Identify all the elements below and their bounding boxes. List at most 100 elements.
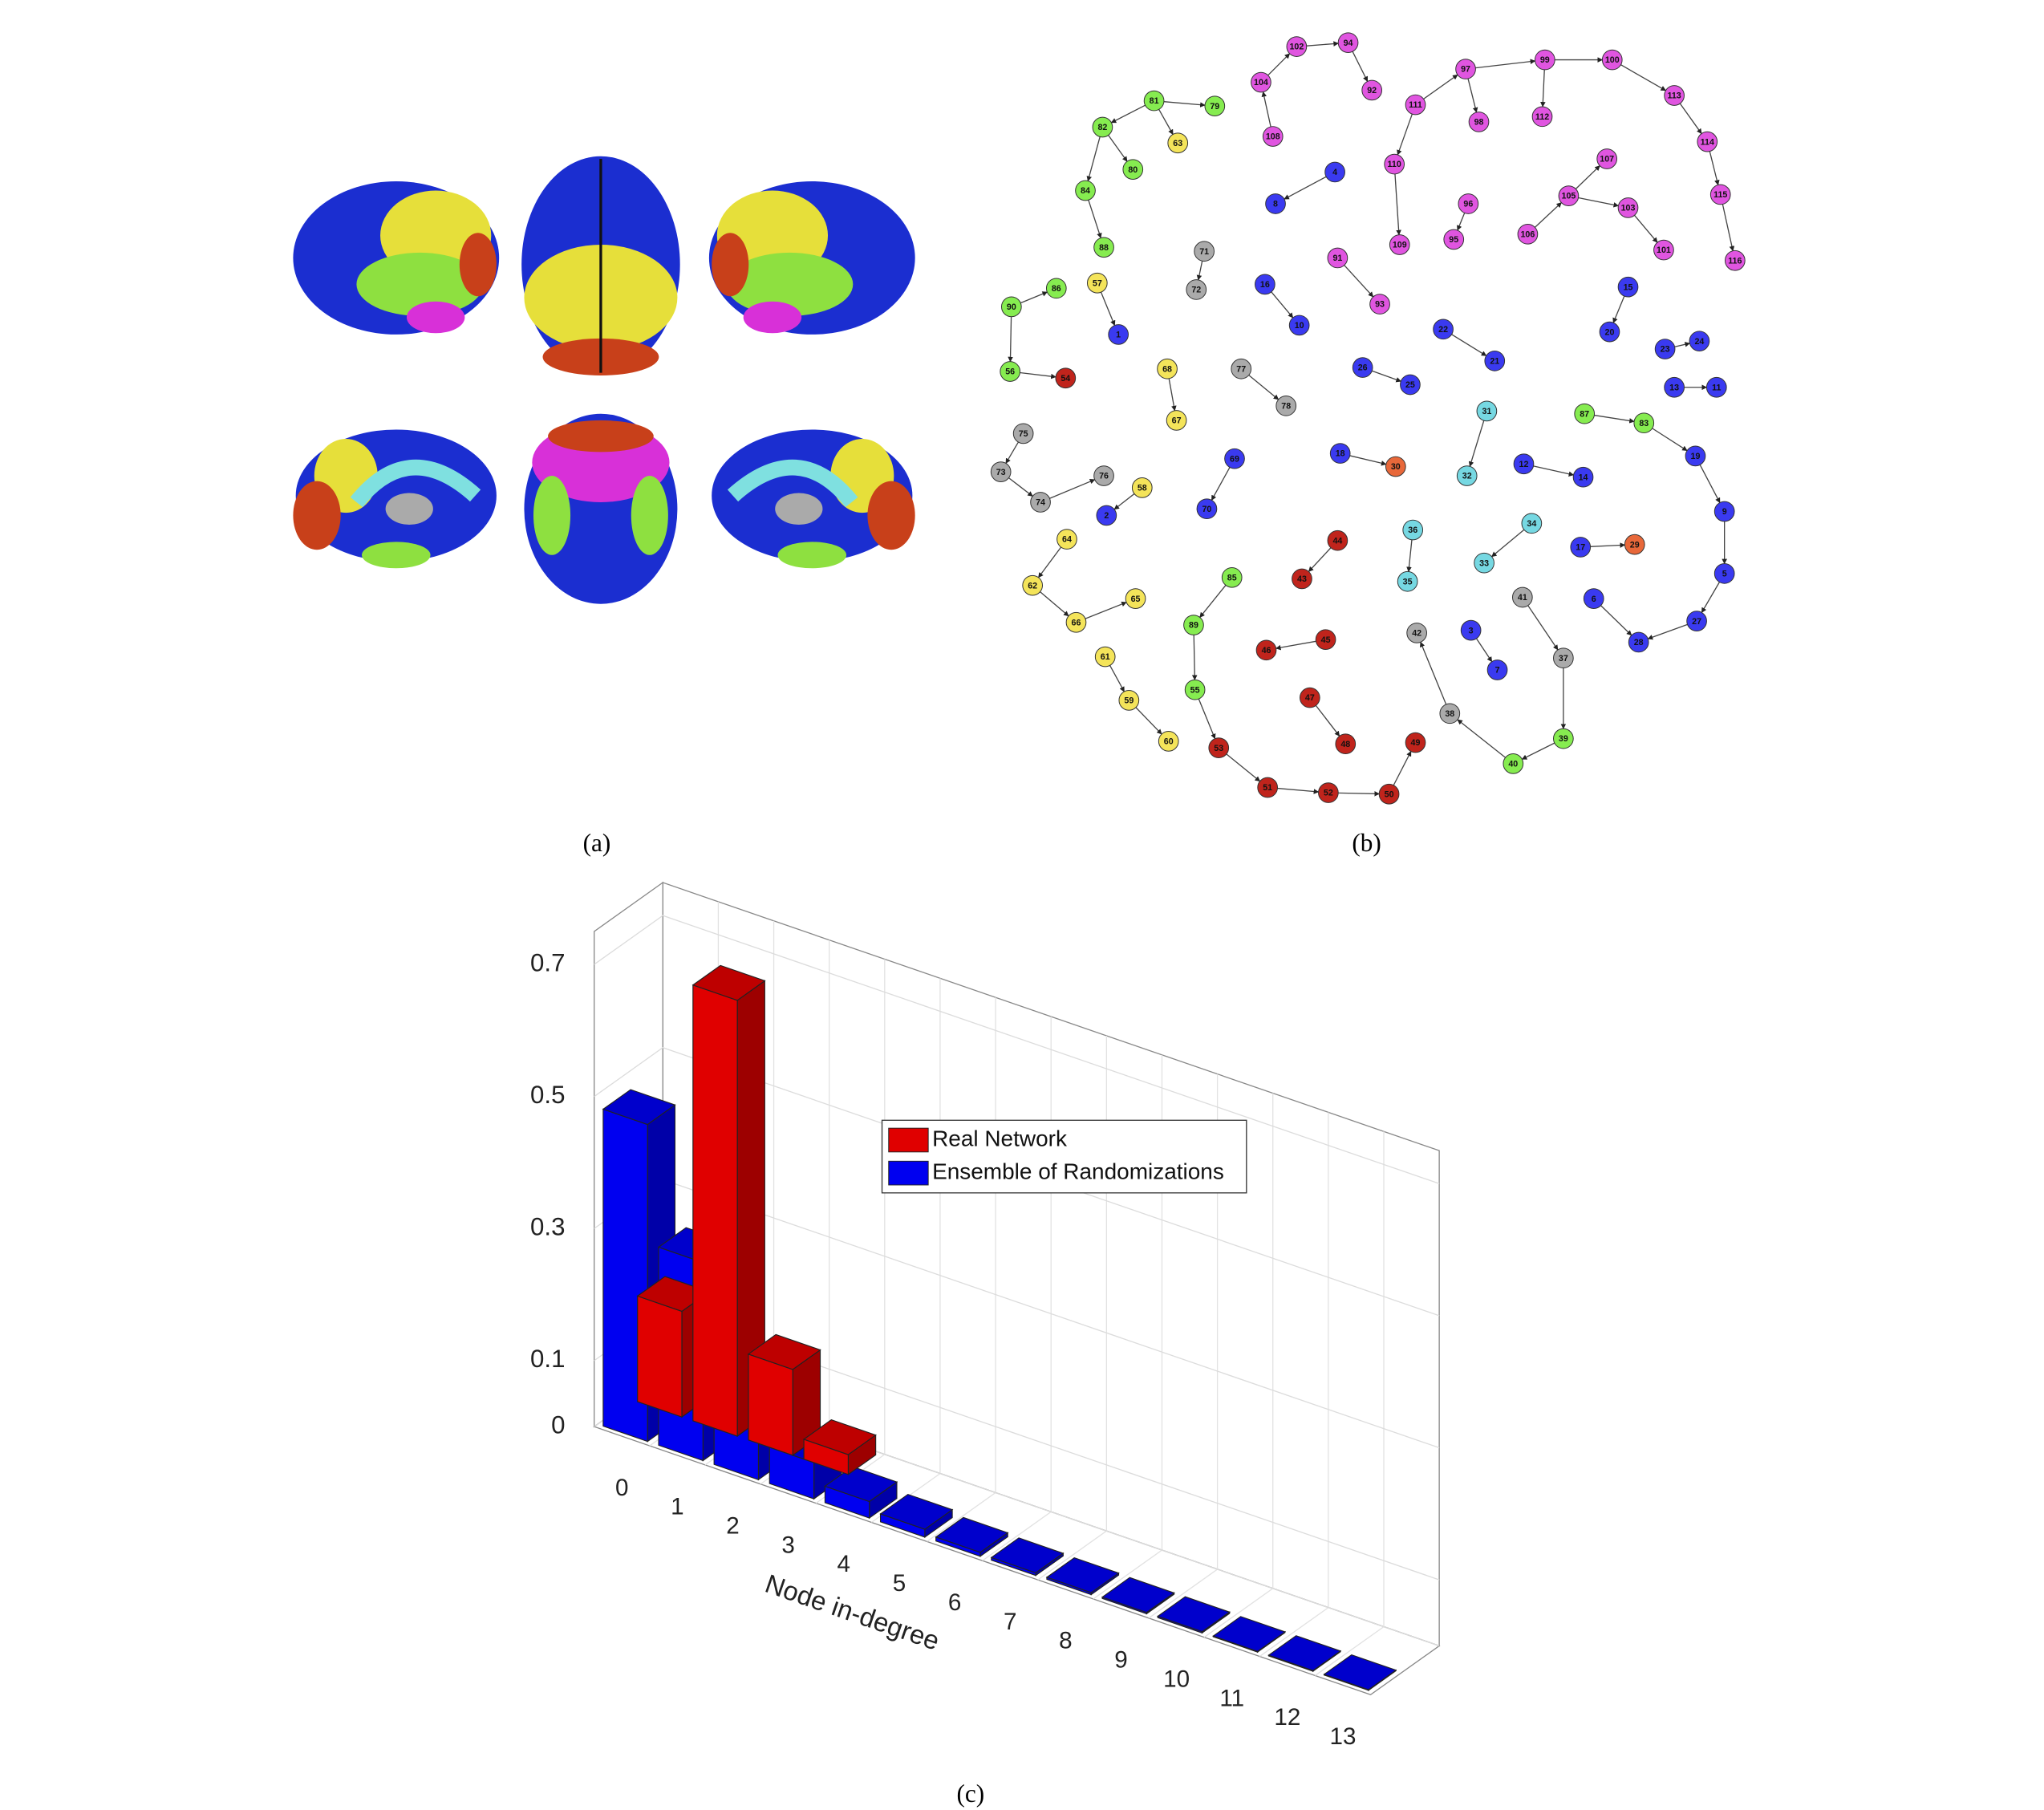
node [1329, 443, 1351, 464]
edge [1527, 605, 1559, 651]
node [1685, 445, 1706, 467]
edge [1306, 41, 1339, 47]
node-label: 35 [1403, 577, 1413, 586]
node [1553, 728, 1574, 749]
node-label: 105 [1562, 192, 1576, 201]
bar-top [691, 964, 766, 1001]
x-tick-label: 10 [1163, 1666, 1190, 1692]
node-label: 44 [1332, 536, 1342, 546]
node [1055, 367, 1077, 389]
edge [1038, 546, 1062, 578]
grid-line [594, 1047, 1440, 1317]
node-label: 21 [1490, 357, 1499, 367]
node [1511, 586, 1533, 608]
node [1617, 276, 1639, 298]
edge [1277, 787, 1320, 794]
node [1093, 465, 1114, 486]
node [1327, 247, 1348, 269]
node [1093, 237, 1114, 258]
node-label: 79 [1210, 102, 1219, 112]
node-label: 116 [1728, 256, 1742, 266]
edge [1040, 591, 1069, 617]
node [1599, 321, 1620, 343]
edge [1163, 101, 1206, 108]
node-label: 41 [1518, 593, 1527, 603]
node [1231, 358, 1252, 379]
edge [1394, 173, 1401, 236]
node [1601, 49, 1623, 71]
node [1157, 358, 1178, 379]
node-label: 26 [1358, 363, 1368, 373]
node-label: 100 [1605, 55, 1620, 65]
edge [1113, 493, 1135, 510]
node-label: 85 [1227, 573, 1237, 582]
node-label: 87 [1580, 409, 1589, 419]
y-tick-label: 0.1 [530, 1345, 565, 1373]
grid-line [1093, 1549, 1162, 1600]
grid-line [927, 1491, 996, 1542]
node [1255, 639, 1277, 661]
grid-line [594, 915, 1440, 1184]
x-tick-label: 11 [1219, 1685, 1244, 1711]
node [1065, 611, 1087, 633]
edge [1594, 414, 1635, 424]
node-label: 89 [1189, 621, 1198, 631]
brain-lateral-right [708, 181, 915, 335]
edge [1701, 582, 1721, 614]
node-label: 101 [1657, 246, 1671, 255]
node [1337, 32, 1359, 54]
node [1196, 498, 1218, 520]
brain-lateral-left [293, 181, 500, 335]
node [1224, 448, 1245, 469]
edge [1008, 477, 1033, 497]
node [1570, 537, 1592, 558]
edge [1198, 698, 1216, 740]
node-label: 2 [1104, 511, 1109, 521]
edge [1393, 750, 1412, 786]
node-label: 30 [1391, 462, 1401, 472]
node [1724, 250, 1746, 271]
edge [1158, 109, 1174, 136]
x-tick-label: 13 [1330, 1723, 1357, 1750]
node [1400, 374, 1421, 396]
bar-front [692, 984, 738, 1437]
node [1092, 116, 1113, 138]
node [1167, 132, 1189, 154]
edge [1008, 316, 1013, 363]
node-label: 34 [1527, 519, 1536, 529]
node-label: 12 [1519, 460, 1529, 469]
edge [1475, 638, 1493, 663]
node-label: 111 [1409, 100, 1422, 110]
node-label: 83 [1639, 419, 1649, 428]
y-tick-label: 0.7 [530, 948, 565, 976]
node [1352, 357, 1373, 378]
node-label: 9 [1722, 507, 1727, 517]
brain-medial-left [293, 429, 497, 569]
grid-line [982, 1511, 1052, 1561]
node [1075, 180, 1096, 201]
bar-top [1156, 1596, 1231, 1633]
node-label: 47 [1305, 693, 1315, 703]
node [1125, 588, 1146, 609]
node [1439, 703, 1461, 724]
node-label: 63 [1173, 139, 1182, 148]
node-label: 31 [1482, 407, 1491, 416]
node-label: 1 [1116, 331, 1121, 340]
node [1709, 184, 1731, 205]
node [1255, 274, 1275, 295]
edge [1110, 104, 1146, 124]
brain-renderings [293, 156, 915, 604]
node-label: 40 [1508, 760, 1518, 769]
node-label: 115 [1713, 190, 1727, 200]
node-label: 17 [1576, 543, 1585, 553]
edge [1020, 291, 1048, 304]
node-label: 14 [1579, 473, 1588, 482]
node-label: 92 [1367, 86, 1377, 95]
edge [1600, 605, 1632, 636]
legend: Real Network Ensemble of Randomizations [881, 1119, 1247, 1194]
node [1405, 732, 1426, 753]
edge [1578, 197, 1620, 208]
node-label: 49 [1411, 738, 1421, 748]
x-tick-label: 8 [1059, 1628, 1072, 1654]
node-label: 33 [1479, 558, 1489, 568]
